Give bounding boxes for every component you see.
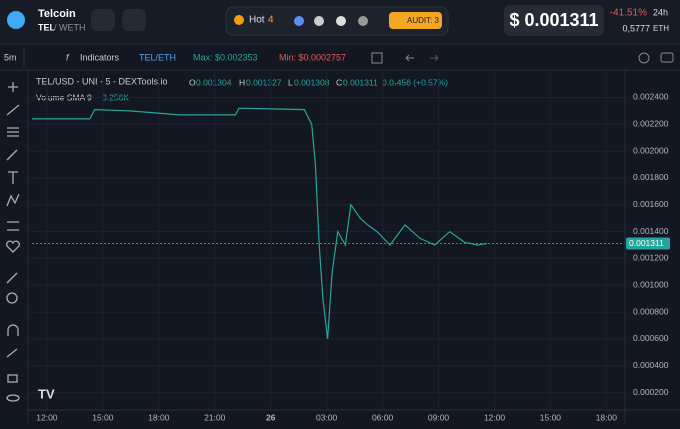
ohlc-value: 0.001311 bbox=[343, 77, 378, 87]
settings-button[interactable] bbox=[638, 52, 650, 64]
magnet-tool[interactable] bbox=[7, 324, 19, 336]
x-tick-label: 09:00 bbox=[428, 412, 450, 422]
lock-tool[interactable] bbox=[7, 374, 18, 383]
price-box bbox=[504, 5, 604, 36]
measure-tool[interactable] bbox=[7, 221, 19, 231]
brush-tool[interactable] bbox=[6, 149, 18, 161]
y-tick-label: 0.002400 bbox=[633, 92, 669, 102]
ohlc-label: L bbox=[288, 77, 293, 87]
favorites-tool[interactable] bbox=[6, 240, 20, 253]
x-tick-label: 18:00 bbox=[596, 412, 618, 422]
fib-tool[interactable] bbox=[7, 127, 19, 137]
trendline-tool[interactable] bbox=[6, 104, 20, 116]
indicator-icon: f bbox=[66, 52, 70, 62]
x-tick-label: 12:00 bbox=[484, 412, 506, 422]
legend-title: TEL/USD - UNI - 5 - DEXTools.io bbox=[36, 76, 168, 86]
x-tick-label: 18:00 bbox=[148, 412, 170, 422]
y-tick-label: 0.002000 bbox=[633, 145, 669, 155]
ohlc-label: O bbox=[189, 77, 196, 87]
x-tick-label: 06:00 bbox=[372, 412, 394, 422]
y-tick-label: 0.001400 bbox=[633, 226, 669, 236]
token-name: Telcoin bbox=[38, 8, 76, 20]
indicators-button[interactable]: Indicators bbox=[80, 52, 120, 62]
price-change: -41.51% bbox=[610, 8, 647, 19]
audit-badge[interactable] bbox=[389, 12, 442, 29]
website-link[interactable] bbox=[314, 16, 324, 26]
y-tick-label: 0.001200 bbox=[633, 253, 669, 263]
x-tick-label: 03:00 bbox=[316, 412, 338, 422]
ohlc-label: H bbox=[239, 77, 245, 87]
token-quote: / WETH bbox=[54, 22, 86, 32]
y-tick-label: 0.001600 bbox=[633, 199, 669, 209]
price: $ 0.001311 bbox=[509, 10, 598, 30]
ohlc-value: 0.001327 bbox=[246, 77, 282, 87]
chart-link[interactable] bbox=[294, 16, 304, 26]
favorite-button[interactable] bbox=[91, 9, 115, 31]
token-logo bbox=[7, 11, 25, 29]
lock-draw-tool[interactable] bbox=[6, 348, 18, 358]
pair-toggle[interactable]: TEL/ETH bbox=[139, 52, 176, 62]
plot: 0.000200 0.000400 0.000600 0.000800 0.001000… bbox=[28, 72, 670, 422]
ruler-tool[interactable] bbox=[6, 272, 18, 284]
x-tick-label: 15:00 bbox=[92, 412, 114, 422]
hot-label: Hot bbox=[249, 15, 265, 26]
token-base: TEL bbox=[38, 22, 56, 32]
hot-rank[interactable]: 4 bbox=[268, 15, 274, 26]
ohlc-value: 0.001304 bbox=[196, 77, 232, 87]
drawing-tools bbox=[6, 82, 20, 402]
eth-unit: ETH bbox=[653, 24, 669, 33]
ohlc-change: 0.0₇456 (+0.57%) bbox=[382, 77, 448, 87]
change-period: 24h bbox=[653, 7, 668, 17]
last-price-box bbox=[626, 237, 670, 250]
hot-icon bbox=[234, 15, 244, 25]
snapshot-button[interactable] bbox=[660, 52, 674, 63]
max-price: Max: $0.002353 bbox=[193, 52, 258, 62]
ohlc-label: C bbox=[336, 77, 342, 87]
fullscreen-button[interactable] bbox=[371, 52, 383, 64]
x-tick-label: 12:00 bbox=[36, 412, 58, 422]
y-tick-label: 0.000400 bbox=[633, 360, 669, 370]
share-button[interactable] bbox=[122, 9, 146, 31]
x-tick-label: 26 bbox=[266, 412, 276, 422]
x-tick-label: 21:00 bbox=[204, 412, 226, 422]
more-link[interactable] bbox=[358, 16, 368, 26]
ohlc: O 0.001304 H 0.001327 L 0.001308 C 0.001… bbox=[189, 77, 448, 87]
y-tick-label: 0.000800 bbox=[633, 306, 669, 316]
x-tick-label: 15:00 bbox=[540, 412, 562, 422]
y-tick-label: 0.001000 bbox=[633, 280, 669, 290]
x-link[interactable] bbox=[336, 16, 346, 26]
text-tool[interactable] bbox=[8, 171, 18, 184]
interval[interactable]: 5m bbox=[4, 52, 17, 62]
min-price: Min: $0.0002757 bbox=[279, 52, 346, 62]
undo-button[interactable] bbox=[405, 54, 414, 62]
eth-price: 0,5777 bbox=[622, 23, 650, 33]
ohlc-value: 0.001308 bbox=[294, 77, 330, 87]
y-tick-label: 0.000600 bbox=[633, 333, 669, 343]
redo-button[interactable] bbox=[430, 54, 439, 62]
last-price-label: 0.001311 bbox=[629, 238, 664, 248]
zoom-tool[interactable] bbox=[6, 292, 18, 304]
pattern-tool[interactable] bbox=[6, 193, 20, 207]
crosshair-tool[interactable] bbox=[8, 82, 18, 92]
visibility-tool[interactable] bbox=[6, 394, 20, 402]
y-tick-label: 0.002200 bbox=[633, 119, 669, 129]
y-tick-label: 0.001800 bbox=[633, 172, 669, 182]
y-tick-label: 0.000200 bbox=[633, 387, 669, 397]
audit-label: AUDIT: 3 bbox=[407, 16, 440, 25]
price-line bbox=[32, 107, 488, 339]
tv-logo: TV bbox=[38, 386, 55, 401]
